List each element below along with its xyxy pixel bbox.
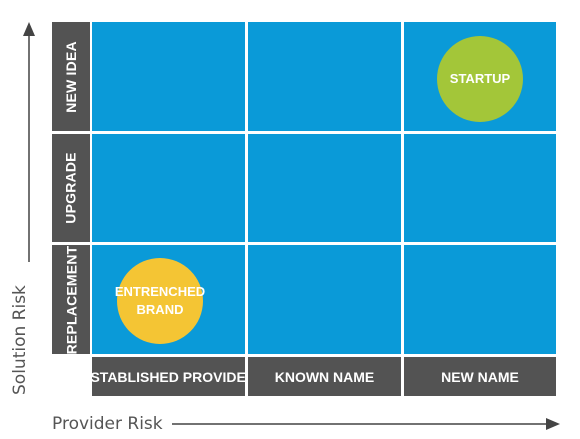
bubble-startup-label: STARTUP <box>449 71 511 86</box>
x-axis-label: Provider Risk <box>52 414 163 434</box>
row-label-upgrade: UPGRADE <box>63 152 80 224</box>
col-label-established-provider: ESTABLISHED PROVIDER <box>81 368 256 385</box>
bubble-entrenched-line2: BRAND <box>136 302 184 317</box>
row-label-replacement: REPLACEMENT <box>63 245 80 354</box>
row-header-new-idea: NEW IDEA <box>52 22 90 131</box>
bubble-entrenched-line1: ENTRENCHED <box>114 284 206 299</box>
row-header-replacement: REPLACEMENT <box>52 245 90 354</box>
col-label-new-name: NEW NAME <box>441 368 519 385</box>
cell-new-idea-known <box>248 22 401 131</box>
y-axis-label: Solution Risk <box>10 285 30 395</box>
row-header-upgrade: UPGRADE <box>52 134 90 242</box>
cell-new-idea-established <box>92 22 245 131</box>
cell-replacement-known <box>248 245 401 354</box>
row-label-new-idea: NEW IDEA <box>63 40 80 113</box>
cell-upgrade-known <box>248 134 401 242</box>
cell-upgrade-established <box>92 134 245 242</box>
bubble-startup: STARTUP <box>437 36 523 122</box>
col-header-known-name: KNOWN NAME <box>248 357 401 396</box>
cell-replacement-new <box>404 245 556 354</box>
col-label-known-name: KNOWN NAME <box>274 368 375 385</box>
y-axis-arrow-icon <box>23 22 35 262</box>
cell-upgrade-new <box>404 134 556 242</box>
col-header-established-provider: ESTABLISHED PROVIDER <box>81 357 256 396</box>
bubble-entrenched-brand: ENTRENCHED BRAND <box>114 258 206 344</box>
col-header-new-name: NEW NAME <box>404 357 556 396</box>
x-axis-arrow-icon <box>172 418 560 430</box>
